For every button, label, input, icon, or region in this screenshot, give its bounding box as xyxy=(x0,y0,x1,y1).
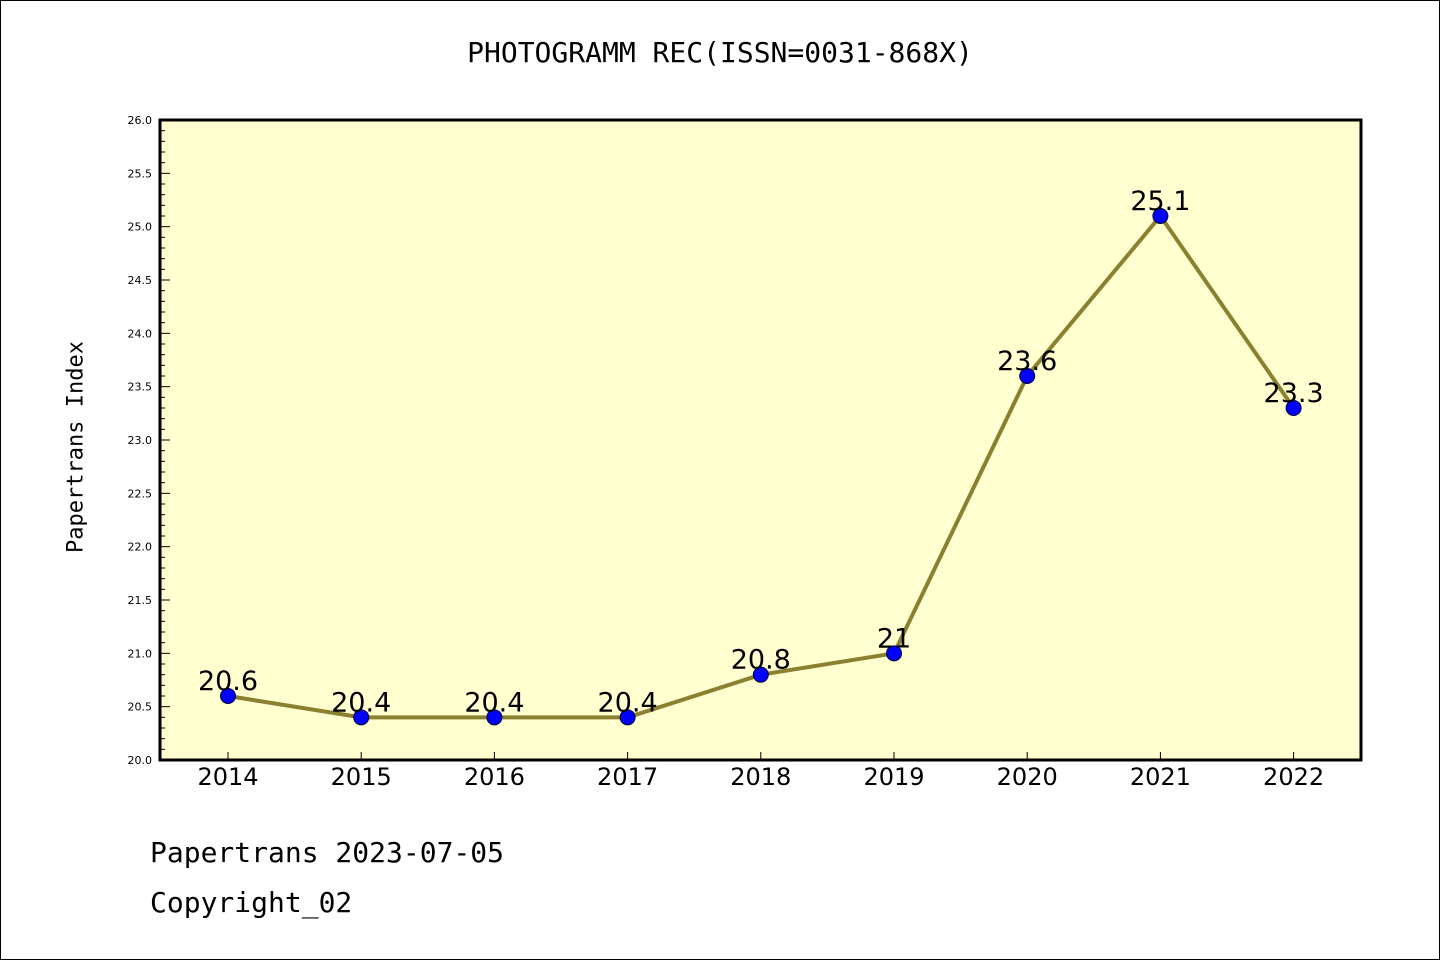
data-point xyxy=(1019,368,1036,384)
y-tick-label: 24.5 xyxy=(128,274,153,287)
data-label: 21 xyxy=(877,623,911,654)
footer-copyright: Copyright_02 xyxy=(150,886,353,919)
data-point xyxy=(886,645,902,662)
plot-area xyxy=(158,118,1363,762)
y-tick-label: 24.0 xyxy=(128,327,153,340)
y-tick-label: 22.0 xyxy=(128,541,153,554)
y-tick-label: 23.5 xyxy=(128,381,153,394)
x-tick-label: 2016 xyxy=(464,763,525,791)
x-axis-ticks: 2014 2015 2016 2017 2018 2019 2020 2021 2022 xyxy=(197,752,1324,791)
x-tick-label: 2014 xyxy=(197,763,258,791)
y-tick-label: 21.5 xyxy=(128,594,153,607)
x-tick-label: 2020 xyxy=(997,763,1058,791)
footer-date: Papertrans 2023-07-05 xyxy=(150,836,505,869)
data-label: 25.1 xyxy=(1130,186,1190,217)
data-label: 23.3 xyxy=(1264,378,1324,409)
data-point xyxy=(752,666,769,683)
y-tick-label: 25.0 xyxy=(128,221,153,234)
data-point xyxy=(486,709,503,726)
y-tick-label: 25.5 xyxy=(128,167,153,180)
y-tick-label: 20.5 xyxy=(128,701,153,714)
y-tick-label: 23.0 xyxy=(128,434,153,447)
x-tick-label: 2022 xyxy=(1263,763,1324,791)
data-label: 20.4 xyxy=(598,687,658,718)
y-tick-label: 21.0 xyxy=(128,647,153,660)
data-labels: 20.6 20.4 20.4 20.4 20.8 21 23.6 25.1 23.3 xyxy=(198,186,1324,718)
chart-title: PHOTOGRAMM REC(ISSN=0031-868X) xyxy=(467,36,973,69)
data-label: 20.4 xyxy=(464,687,524,718)
y-tick-label: 26.0 xyxy=(128,114,153,127)
data-label: 23.6 xyxy=(997,346,1057,377)
y-tick-label: 22.5 xyxy=(128,487,153,500)
data-point xyxy=(1285,400,1302,416)
data-point xyxy=(353,709,370,726)
data-label: 20.6 xyxy=(198,666,258,697)
data-point xyxy=(220,688,236,704)
y-tick-label: 20.0 xyxy=(128,754,153,767)
data-label: 20.8 xyxy=(731,645,791,676)
data-label: 20.4 xyxy=(331,687,391,718)
data-markers xyxy=(220,208,1302,726)
x-tick-label: 2019 xyxy=(863,763,924,791)
y-axis-ticks: 20.0 20.5 21.0 21.5 22.0 22.5 23.0 23.5 24.0 24.5… xyxy=(128,114,170,767)
x-tick-label: 2015 xyxy=(331,763,392,791)
data-point xyxy=(1152,208,1169,224)
x-tick-label: 2018 xyxy=(730,763,791,791)
x-tick-label: 2021 xyxy=(1130,763,1191,791)
x-tick-label: 2017 xyxy=(597,763,658,791)
data-point xyxy=(619,709,636,726)
